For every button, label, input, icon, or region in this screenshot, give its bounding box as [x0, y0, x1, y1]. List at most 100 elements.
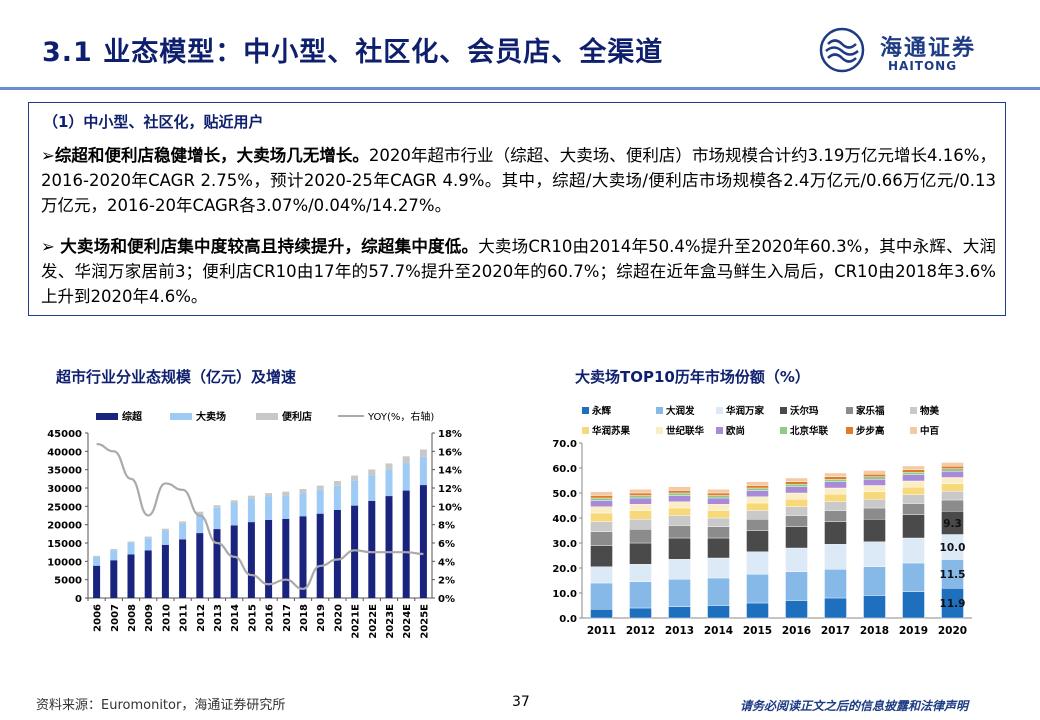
bar-segment: [824, 494, 847, 502]
bar-segment: [93, 555, 101, 557]
bar-segment: [785, 515, 808, 527]
summary-heading: （1）中小型、社区化，贴近用户: [43, 113, 264, 131]
bar-segment: [247, 495, 255, 499]
paragraph-2-body: 大卖场CR10由2014年50.4%提升至2020年60.3%，其中永辉、大润发…: [41, 237, 997, 306]
legend-swatch: [846, 407, 853, 414]
bar-segment: [668, 507, 691, 516]
bar-segment: [824, 544, 847, 570]
y-tick-label-left: 40000: [47, 447, 82, 458]
x-tick-label: 2018: [299, 604, 310, 632]
market-size-chart: 综超 大卖场 便利店 YOY(%，右轴) 0 5000 10000 15000 20000 250…: [47, 410, 462, 639]
bar-segment: [213, 529, 221, 598]
y-tick-label-right: 2%: [438, 576, 455, 587]
legend-swatch: [910, 407, 917, 414]
bar-segment: [668, 501, 691, 509]
bar-segment: [144, 550, 152, 598]
bar-segment: [707, 489, 730, 494]
x-tick-label: 2024E: [402, 604, 413, 639]
bar-segment: [127, 541, 135, 543]
legend-label: 永辉: [591, 405, 612, 417]
legend-label: 步步高: [856, 425, 885, 437]
bar-segment: [824, 521, 847, 545]
bar-segment: [941, 491, 964, 501]
y-tick-label-left: 35000: [47, 466, 82, 477]
yoy-line: [96, 442, 424, 590]
bar-segment: [863, 541, 886, 567]
bar-segment: [144, 538, 152, 551]
paragraph-1: ➢综超和便利店稳健增长，大卖场几无增长。2020年超市行业（综超、大卖场、便利店…: [41, 143, 996, 218]
y-tick-label-left: 15000: [47, 539, 82, 550]
bar-segment: [590, 566, 613, 584]
bar-segment: [385, 496, 393, 598]
bar-segment: [127, 543, 135, 555]
bar-segment: [824, 569, 847, 599]
bar-segment: [785, 486, 808, 494]
legend-label: 大卖场: [196, 410, 226, 423]
bar-segment: [785, 484, 808, 487]
x-tick-label: 2019: [316, 604, 327, 632]
y-tick-label-left: 30000: [47, 484, 82, 495]
bar-segment: [402, 456, 410, 464]
paragraph-2-lead: 大卖场和便利店集中度较高且持续提升，综超集中度低。: [60, 237, 479, 256]
bar-segment: [785, 506, 808, 516]
x-tick-label: 2013: [213, 604, 224, 632]
legend-label: 大润发: [666, 405, 695, 417]
bar-segment: [902, 537, 925, 564]
bar-segment: [196, 511, 204, 515]
bar-segment: [863, 566, 886, 596]
bar-segment: [668, 606, 691, 619]
bar-segment: [368, 475, 376, 501]
haitong-logo: [819, 27, 865, 73]
bar-segment: [746, 487, 769, 491]
bar-segment: [902, 469, 925, 473]
y-tick-label-right: 16%: [438, 447, 462, 458]
bar-segment: [368, 469, 376, 476]
paragraph-2: ➢ 大卖场和便利店集中度较高且持续提升，综超集中度低。大卖场CR10由2014年…: [41, 234, 996, 309]
bar-segment: [590, 545, 613, 567]
bar-segment: [902, 487, 925, 495]
x-tick-label: 2022E: [368, 604, 379, 639]
bar-segment: [629, 529, 652, 544]
bar-segment: [707, 577, 730, 606]
bar-segment: [629, 495, 652, 499]
source-note: 资料来源：Euromonitor，海通证券研究所: [36, 698, 286, 713]
bar-segment: [824, 501, 847, 511]
bar-segment: [590, 521, 613, 532]
bar-segment: [299, 489, 307, 494]
bar-segment: [668, 537, 691, 560]
bar-segment: [629, 607, 652, 619]
bar-segment: [824, 510, 847, 522]
bar-segment: [902, 480, 925, 488]
bar-segment: [707, 504, 730, 511]
bar-segment: [93, 556, 101, 566]
y-tick-label-right: 18%: [438, 429, 462, 440]
bar-segment: [902, 474, 925, 482]
paragraph-1-body: 2020年超市行业（综超、大卖场、便利店）市场规模合计约3.19万亿元增长4.1…: [41, 146, 997, 215]
y-tick-label: 70.0: [552, 439, 577, 450]
bar-segment: [351, 480, 359, 506]
bar-segment: [863, 476, 886, 480]
y-tick-label-left: 20000: [47, 521, 82, 532]
bar-segment: [299, 493, 307, 517]
bar-segment: [196, 514, 204, 534]
bar-segment: [746, 502, 769, 511]
y-tick-label-left: 5000: [54, 576, 82, 587]
bar-segment: [707, 517, 730, 527]
y-tick-label: 30.0: [552, 539, 577, 550]
data-label: 9.3: [943, 518, 962, 530]
bullet-icon: ➢: [41, 146, 55, 165]
bar-segment: [941, 468, 964, 472]
bar-segment: [785, 571, 808, 601]
bar-segment: [746, 519, 769, 531]
bar-segment: [746, 602, 769, 619]
bar-segment: [333, 485, 341, 510]
summary-box: （1）中小型、社区化，贴近用户 ➢综超和便利店稳健增长，大卖场几无增长。2020…: [28, 102, 1006, 316]
bar-segment: [629, 497, 652, 505]
bar-segment: [110, 560, 118, 598]
x-tick-label: 2011: [179, 604, 190, 632]
bar-segment: [785, 492, 808, 500]
legend-label: 物美: [920, 405, 940, 417]
bar-segment: [863, 479, 886, 486]
y-tick-label: 20.0: [552, 564, 577, 575]
bar-segment: [316, 513, 324, 598]
